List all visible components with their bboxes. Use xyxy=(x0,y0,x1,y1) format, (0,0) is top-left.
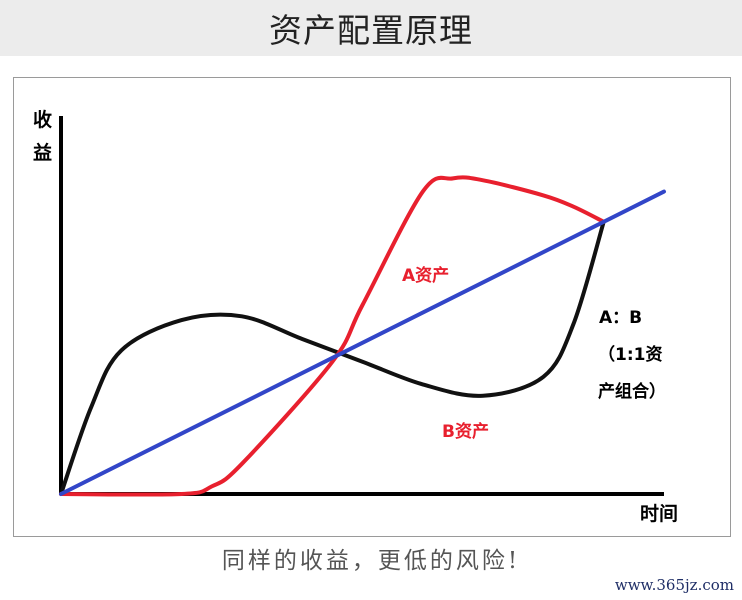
series-label-b: B资产 xyxy=(442,421,489,442)
mix-label-line-2: （1:1资 xyxy=(598,344,662,365)
series-line-b xyxy=(59,219,606,496)
series-line-mix xyxy=(59,189,666,496)
series-label-a: A资产 xyxy=(402,265,449,286)
caption: 同样的收益，更低的风险! xyxy=(221,548,521,574)
page-title: 资产配置原理 xyxy=(269,11,473,50)
series-line-a xyxy=(59,175,606,497)
chart-frame xyxy=(13,77,731,537)
mix-label-line-3: 产组合） xyxy=(598,381,666,402)
mix-label-line-1: A：B xyxy=(599,308,642,328)
x-axis-label: 时间 xyxy=(640,503,678,525)
title-bar: 资产配置原理 xyxy=(0,0,742,56)
y-axis-label-char-2: 益 xyxy=(33,141,52,164)
watermark: www.365jz.com xyxy=(614,576,734,594)
y-axis-label-char-1: 收 xyxy=(33,108,52,131)
